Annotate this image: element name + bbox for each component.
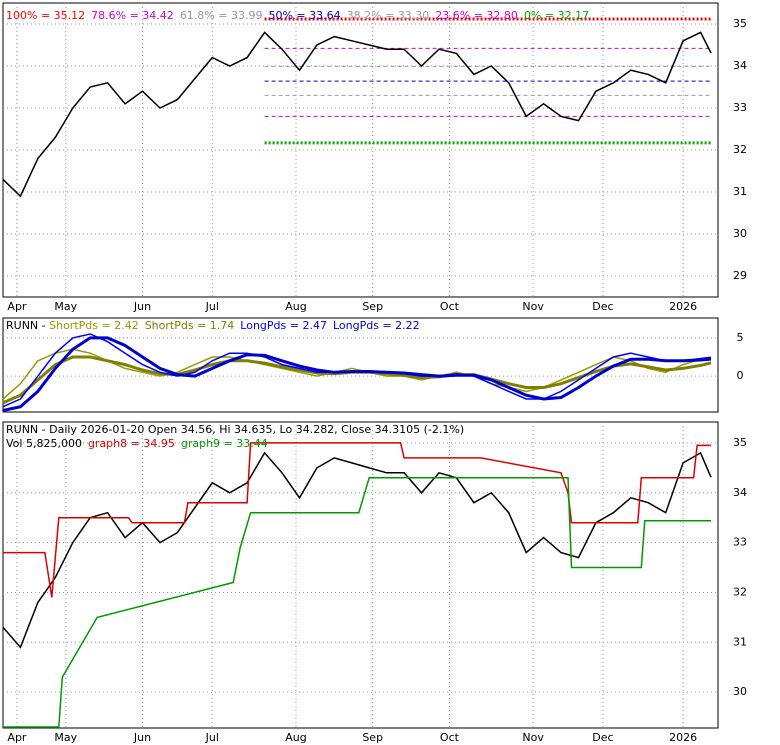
y-tick-label: 31 bbox=[733, 635, 747, 648]
x-tick-label: Dec bbox=[592, 731, 613, 744]
x-tick-label: 2026 bbox=[669, 731, 697, 744]
legend-entry: graph8 = 34.95 bbox=[88, 437, 175, 450]
y-tick-label: 35 bbox=[733, 436, 747, 449]
fib-label: 0% = 32.17 bbox=[524, 9, 589, 22]
fib-label: 100% = 35.12 bbox=[6, 9, 85, 22]
y-tick-label: 33 bbox=[733, 101, 747, 114]
fib-label: 38.2% = 33.30 bbox=[347, 9, 430, 22]
legend-entry: ShortPds = 1.74 bbox=[145, 319, 235, 332]
series-line bbox=[2, 336, 712, 412]
x-tick-label: Apr bbox=[7, 300, 27, 313]
y-tick-label: 0 bbox=[737, 369, 744, 382]
series-line bbox=[2, 348, 712, 400]
fib-label: 50% = 33.64 bbox=[268, 9, 340, 22]
fib-label: 23.6% = 32.80 bbox=[435, 9, 518, 22]
x-tick-label: Nov bbox=[522, 731, 544, 744]
fib-label: 61.8% = 33.99 bbox=[180, 9, 263, 22]
y-tick-label: 32 bbox=[733, 143, 747, 156]
y-tick-label: 31 bbox=[733, 185, 747, 198]
x-tick-label: Sep bbox=[362, 300, 383, 313]
x-tick-label: Jun bbox=[133, 300, 151, 313]
y-tick-label: 5 bbox=[737, 331, 744, 344]
series-line bbox=[2, 31, 712, 198]
x-tick-label: Apr bbox=[7, 731, 27, 744]
panel-header: RUNN - Daily 2026-01-20 Open 34.56, Hi 3… bbox=[6, 423, 464, 450]
series-line bbox=[2, 355, 712, 405]
x-tick-label: 2026 bbox=[669, 300, 697, 313]
series-line bbox=[2, 451, 712, 649]
x-tick-label: May bbox=[54, 731, 77, 744]
y-tick-label: 35 bbox=[733, 17, 747, 30]
legend-entry: RUNN - bbox=[6, 319, 49, 332]
legend-entry: LongPds = 2.22 bbox=[333, 319, 420, 332]
y-tick-label: 30 bbox=[733, 227, 747, 240]
legend-entry: RUNN - Daily 2026-01-20 Open 34.56, Hi 3… bbox=[6, 423, 464, 436]
panel-frame bbox=[2, 2, 719, 298]
fib-label: 78.6% = 34.42 bbox=[91, 9, 174, 22]
y-tick-label: 34 bbox=[733, 59, 747, 72]
x-tick-label: May bbox=[54, 300, 77, 313]
x-tick-label: Jul bbox=[205, 300, 219, 313]
y-tick-label: 30 bbox=[733, 685, 747, 698]
legend-entry: graph9 = 33.44 bbox=[181, 437, 268, 450]
volume-label: Vol 5,825,000 bbox=[6, 437, 82, 450]
series-line bbox=[3, 442, 711, 598]
legend-entry: ShortPds = 2.42 bbox=[49, 319, 139, 332]
x-tick-label: Dec bbox=[592, 300, 613, 313]
y-tick-label: 32 bbox=[733, 585, 747, 598]
x-tick-label: Aug bbox=[285, 731, 306, 744]
y-tick-label: 29 bbox=[733, 269, 747, 282]
x-tick-label: Nov bbox=[522, 300, 544, 313]
x-tick-label: Jun bbox=[133, 731, 151, 744]
x-tick-label: Oct bbox=[440, 300, 460, 313]
panel-frame bbox=[2, 317, 719, 413]
fib-legend: 100% = 35.12 78.6% = 34.42 61.8% = 33.99 50… bbox=[6, 9, 589, 22]
x-tick-label: Oct bbox=[440, 731, 460, 744]
y-tick-label: 34 bbox=[733, 486, 747, 499]
x-tick-label: Aug bbox=[285, 300, 306, 313]
legend-entry: LongPds = 2.47 bbox=[240, 319, 327, 332]
y-tick-label: 33 bbox=[733, 536, 747, 549]
x-tick-label: Sep bbox=[362, 731, 383, 744]
panel-header: RUNN - ShortPds = 2.42 ShortPds = 1.74 Lon… bbox=[6, 319, 420, 332]
x-tick-label: Jul bbox=[205, 731, 219, 744]
panel-frame bbox=[2, 421, 719, 729]
series-line bbox=[3, 477, 711, 728]
